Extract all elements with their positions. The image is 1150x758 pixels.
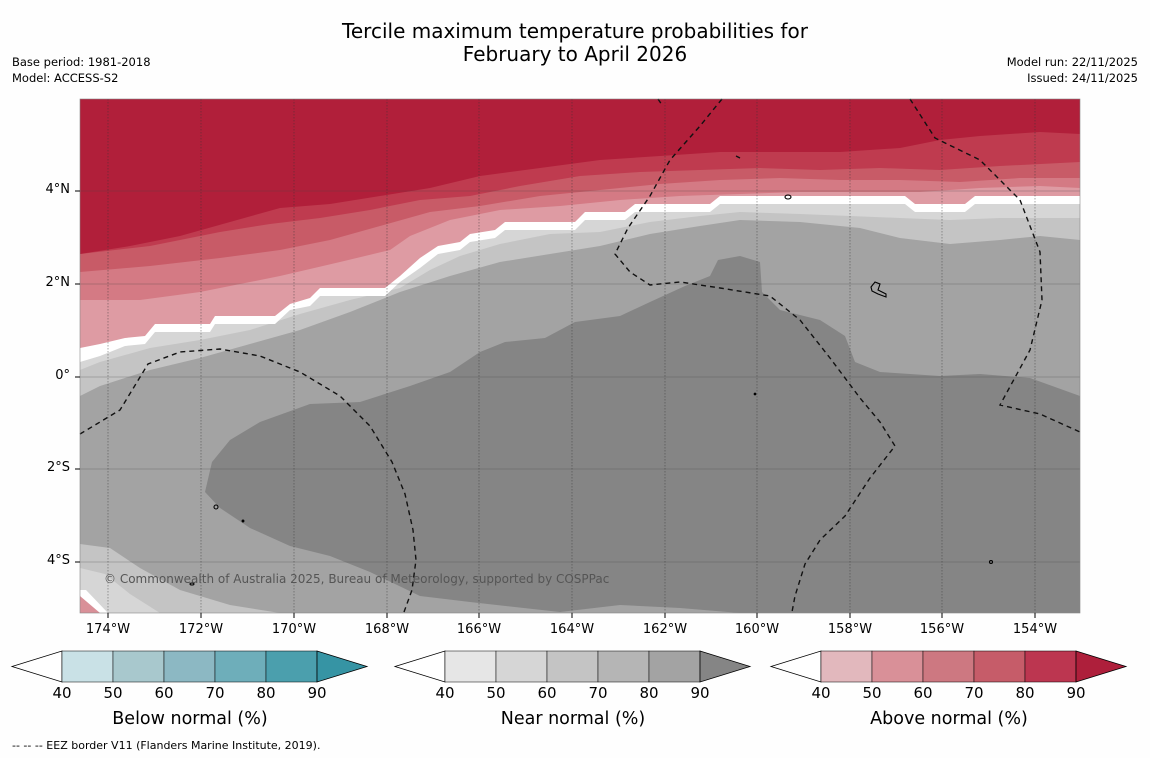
eez-border-west — [79, 348, 417, 613]
below-cb-segment — [265, 650, 318, 683]
map-title-line-2: February to April 2026 — [462, 42, 688, 66]
eez-footnote: -- -- -- EEZ border V11 (Flanders Marine… — [12, 739, 321, 752]
eez-border-east — [909, 98, 1081, 433]
cb-below-tick-40: 40 — [52, 684, 72, 702]
below-cb-over — [316, 650, 369, 683]
eez-border-central — [614, 98, 896, 613]
lon-label-158w: 158°W — [827, 622, 873, 637]
below-cb-segment — [61, 650, 114, 683]
axis-ticks — [75, 190, 1036, 618]
model-name: Model: ACCESS-S2 — [12, 71, 119, 85]
lon-label-172w: 172°W — [178, 622, 224, 637]
island-north — [784, 194, 792, 200]
island-kiritimati — [870, 281, 887, 298]
copyright-notice: © Commonwealth of Australia 2025, Bureau… — [104, 572, 610, 586]
lon-label-156w: 156°W — [919, 622, 965, 637]
probability-field — [80, 99, 1080, 613]
island-dot-2 — [189, 582, 195, 586]
lat-label-4s: 4°S — [46, 553, 70, 568]
colorbar-above-title: Above normal (%) — [870, 709, 1028, 729]
lon-label-154w: 154°W — [1012, 622, 1058, 637]
cb-near-tick-80: 80 — [639, 684, 659, 702]
near-cb-segment — [648, 650, 701, 683]
lon-label-164w: 164°W — [549, 622, 595, 637]
cb-near-tick-70: 70 — [588, 684, 608, 702]
eez-border-tick-2 — [735, 155, 741, 159]
lon-label-166w: 166°W — [456, 622, 502, 637]
cb-above-tick-70: 70 — [964, 684, 984, 702]
above-cb-under — [769, 650, 822, 683]
eez-border-tick — [657, 98, 663, 106]
island-dot-1 — [241, 519, 245, 523]
model-run: Model run: 22/11/2025 — [1006, 55, 1138, 69]
cb-below-tick-80: 80 — [256, 684, 276, 702]
above-cb-segment — [871, 650, 924, 683]
base-period: Base period: 1981-2018 — [12, 55, 151, 69]
meta-right: Model run: 22/11/2025 Issued: 24/11/2025 — [1007, 54, 1138, 86]
near-cb-segment — [546, 650, 599, 683]
lon-label-168w: 168°W — [364, 622, 410, 637]
cb-above-tick-80: 80 — [1015, 684, 1035, 702]
near-cb-over — [699, 650, 752, 683]
above-cb-segment — [922, 650, 975, 683]
near-cb-segment — [495, 650, 548, 683]
cb-near-tick-40: 40 — [435, 684, 455, 702]
cb-below-tick-90: 90 — [307, 684, 327, 702]
colorbar-near-title: Near normal (%) — [500, 709, 646, 729]
below-cb-segment — [214, 650, 267, 683]
below-cb-under — [10, 650, 63, 683]
colorbar-below-normal — [10, 650, 369, 683]
cb-near-tick-90: 90 — [690, 684, 710, 702]
lon-label-174w: 174°W — [85, 622, 131, 637]
colorbar-above-normal — [769, 650, 1128, 683]
lat-label-2n: 2°N — [45, 275, 71, 290]
lat-label-2s: 2°S — [46, 460, 70, 475]
cb-below-tick-50: 50 — [103, 684, 123, 702]
above-cb-over — [1075, 650, 1128, 683]
colorbar-near-normal — [393, 650, 752, 683]
islands — [189, 194, 994, 586]
colorbar-below-title: Below normal (%) — [112, 709, 268, 729]
above-cb-segment — [973, 650, 1026, 683]
meta-left: Base period: 1981-2018 Model: ACCESS-S2 — [12, 54, 151, 86]
cb-above-tick-50: 50 — [862, 684, 882, 702]
island-dot-4 — [988, 559, 994, 565]
above-normal-90-region — [80, 99, 1080, 254]
lon-label-170w: 170°W — [271, 622, 317, 637]
near-cb-under — [393, 650, 446, 683]
island-southwest — [213, 504, 219, 510]
cb-above-tick-40: 40 — [811, 684, 831, 702]
map-title-line-1: Tercile maximum temperature probabilitie… — [342, 19, 808, 43]
island-dot-3 — [753, 392, 757, 396]
lat-label-4n: 4°N — [45, 182, 71, 197]
map-svg — [75, 98, 1081, 618]
colorbars-svg — [10, 650, 1128, 683]
issued-date: Issued: 24/11/2025 — [1027, 71, 1138, 85]
cb-below-tick-70: 70 — [205, 684, 225, 702]
below-cb-segment — [112, 650, 165, 683]
lon-label-160w: 160°W — [734, 622, 780, 637]
lat-label-0: 0° — [55, 368, 70, 383]
above-cb-segment — [1024, 650, 1077, 683]
near-normal-50-corner — [80, 568, 160, 613]
above-normal-corner-edge — [80, 590, 108, 613]
below-cb-segment — [163, 650, 216, 683]
eez-borders — [79, 98, 1081, 613]
cb-below-tick-60: 60 — [154, 684, 174, 702]
cb-above-tick-90: 90 — [1066, 684, 1086, 702]
cb-above-tick-60: 60 — [913, 684, 933, 702]
above-cb-segment — [820, 650, 873, 683]
cb-near-tick-50: 50 — [486, 684, 506, 702]
near-normal-80-region — [205, 256, 1080, 613]
grid-lines — [80, 190, 1080, 563]
near-cb-segment — [597, 650, 650, 683]
map-frame — [79, 98, 1081, 614]
near-cb-segment — [444, 650, 497, 683]
lon-label-162w: 162°W — [642, 622, 688, 637]
cb-near-tick-60: 60 — [537, 684, 557, 702]
